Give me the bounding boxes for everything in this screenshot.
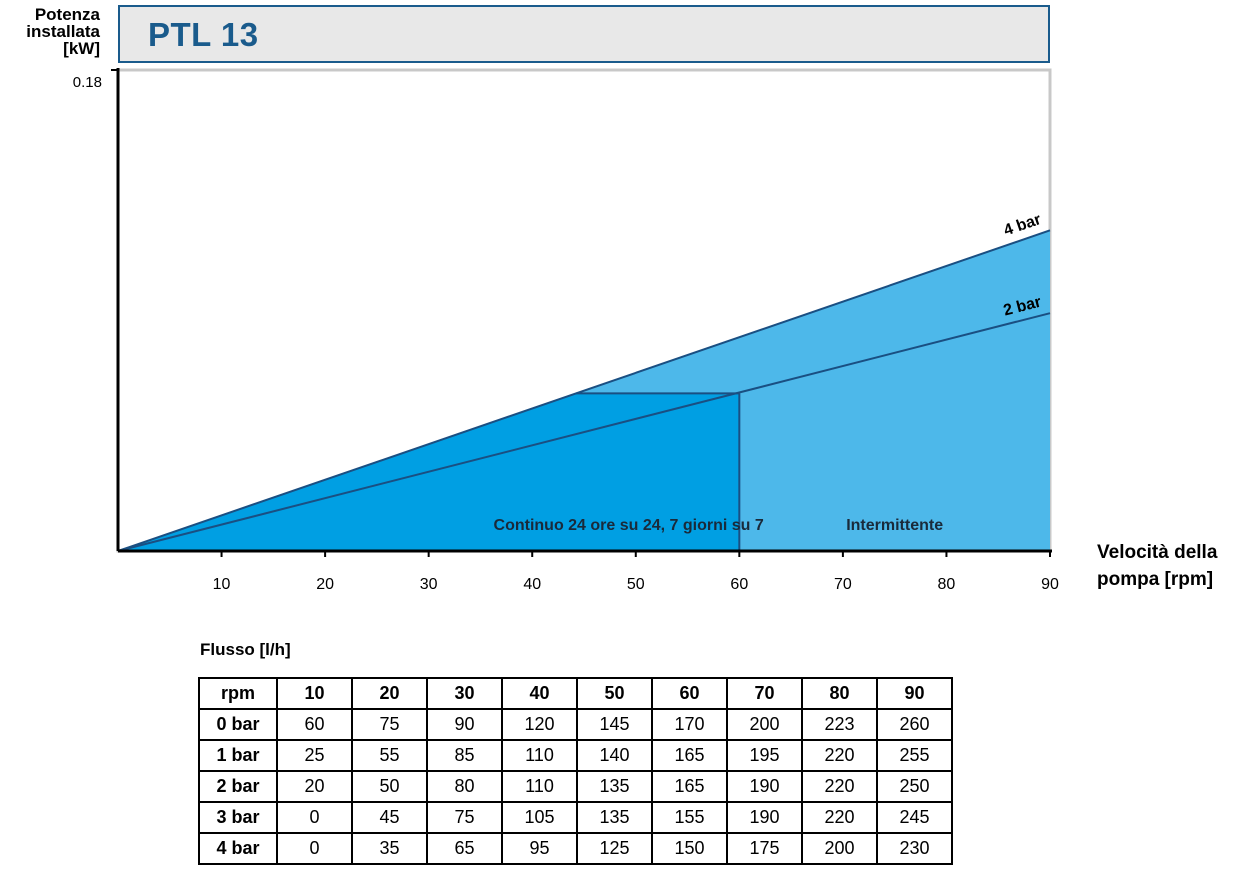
continuous-region-label: Continuo 24 ore su 24, 7 giorni su 7 [494,517,764,534]
table-cell: 250 [876,770,953,803]
table-cell: 110 [501,739,578,772]
table-header-cell: 90 [876,677,953,710]
table-row-label: 4 bar [198,832,278,865]
series-line-2-bar [117,312,1051,552]
y-axis-label-line-3: [kW] [63,39,100,58]
table-cell: 35 [351,832,428,865]
table-cell: 20 [276,770,353,803]
table-cell: 223 [801,708,878,741]
x-tick-label: 20 [316,576,334,593]
table-cell: 220 [801,770,878,803]
x-tick-label: 60 [730,576,748,593]
table-header-cell: 60 [651,677,728,710]
table-row-label: 0 bar [198,708,278,741]
x-tick-label: 40 [523,576,541,593]
flow-table-header-row: rpm 10 20 30 40 50 60 70 80 90 [198,677,953,710]
table-cell: 75 [351,708,428,741]
table-cell: 260 [876,708,953,741]
table-cell: 0 [276,801,353,834]
table-header-cell: 80 [801,677,878,710]
y-axis-label-line-1: Potenza [34,5,100,24]
table-cell: 140 [576,739,653,772]
y-tick-label: 0.18 [73,74,102,91]
chart-title-box: PTL 13 [118,5,1050,63]
table-cell: 170 [651,708,728,741]
table-row-label: 2 bar [198,770,278,803]
table-cell: 175 [726,832,803,865]
table-cell: 245 [876,801,953,834]
table-cell: 25 [276,739,353,772]
table-cell: 150 [651,832,728,865]
table-cell: 95 [501,832,578,865]
x-tick-label: 10 [213,576,231,593]
table-header-cell: 50 [576,677,653,710]
table-cell: 145 [576,708,653,741]
flow-table-body: 0 bar 60 75 90 120 145 170 200 223 260 1 bar 25 55 85… [198,708,953,865]
table-header-rpm: rpm [198,677,278,710]
table-cell: 85 [426,739,503,772]
table-cell: 105 [501,801,578,834]
table-cell: 135 [576,770,653,803]
x-tick-label: 50 [627,576,645,593]
table-cell: 220 [801,801,878,834]
table-cell: 165 [651,739,728,772]
x-tick-label: 30 [420,576,438,593]
table-cell: 80 [426,770,503,803]
table-cell: 110 [501,770,578,803]
table-row: 2 bar 20 50 80 110 135 165 190 220 250 [198,770,953,803]
x-tick-label: 70 [834,576,852,593]
table-cell: 0 [276,832,353,865]
x-axis-label-line-1: Velocità della [1097,542,1218,563]
series-line-4-bar [117,229,1051,552]
table-row-label: 3 bar [198,801,278,834]
table-row: 4 bar 0 35 65 95 125 150 175 200 230 [198,832,953,865]
x-tick-label: 90 [1041,576,1059,593]
table-row-label: 1 bar [198,739,278,772]
table-row: 3 bar 0 45 75 105 135 155 190 220 245 [198,801,953,834]
table-cell: 200 [801,832,878,865]
table-cell: 190 [726,770,803,803]
table-header-cell: 10 [276,677,353,710]
table-header-cell: 20 [351,677,428,710]
x-axis-label-line-2: pompa [rpm] [1097,569,1214,590]
table-cell: 120 [501,708,578,741]
table-cell: 60 [276,708,353,741]
y-axis-label-line-2: installata [26,22,100,41]
table-cell: 190 [726,801,803,834]
intermittent-region-label: Intermittente [846,517,943,534]
table-header-cell: 70 [726,677,803,710]
table-cell: 255 [876,739,953,772]
x-axis-label: Velocità della pompa [rpm] [1097,539,1217,593]
table-cell: 50 [351,770,428,803]
x-tick-label: 80 [938,576,956,593]
table-cell: 195 [726,739,803,772]
table-cell: 200 [726,708,803,741]
chart-title: PTL 13 [148,16,259,53]
y-axis-label: Potenza installata [kW] [8,6,100,57]
table-cell: 75 [426,801,503,834]
table-cell: 230 [876,832,953,865]
table-header-cell: 40 [501,677,578,710]
table-cell: 135 [576,801,653,834]
table-cell: 90 [426,708,503,741]
flow-table-title: Flusso [l/h] [200,640,291,659]
table-row: 1 bar 25 55 85 110 140 165 195 220 255 [198,739,953,772]
table-cell: 125 [576,832,653,865]
table-cell: 55 [351,739,428,772]
table-cell: 155 [651,801,728,834]
table-cell: 65 [426,832,503,865]
table-row: 0 bar 60 75 90 120 145 170 200 223 260 [198,708,953,741]
table-cell: 220 [801,739,878,772]
flow-table: rpm 10 20 30 40 50 60 70 80 90 0 bar 60 75 90 120 145 1… [198,677,953,865]
table-cell: 45 [351,801,428,834]
table-header-cell: 30 [426,677,503,710]
table-cell: 165 [651,770,728,803]
